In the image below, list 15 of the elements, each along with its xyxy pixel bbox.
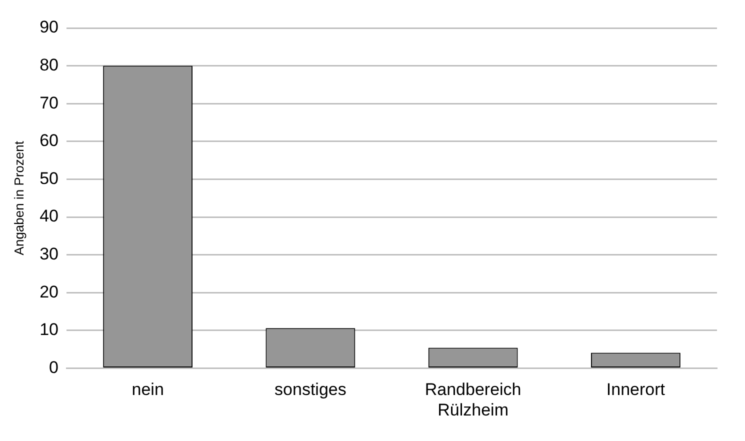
y-tick-label: 60 <box>40 131 59 150</box>
y-tick-label: 70 <box>40 93 59 112</box>
x-tick-label: Randbereich Rülzheim <box>424 380 522 420</box>
x-tick-label: Innerort <box>606 380 666 400</box>
y-tick-label: 10 <box>40 320 59 340</box>
y-tick-label: 40 <box>40 206 59 226</box>
y-tick-label: 90 <box>40 18 59 37</box>
y-tick-label: 30 <box>40 244 59 264</box>
x-tick-label: nein <box>132 380 164 400</box>
x-tick-label: sonstiges <box>274 380 346 400</box>
y-tick-label: 80 <box>40 55 59 74</box>
y-axis-title: Angaben in Prozent <box>11 140 26 256</box>
y-tick-label: 20 <box>40 282 59 302</box>
y-tick-label: 50 <box>40 168 59 188</box>
y-tick-label: 0 <box>49 358 59 377</box>
